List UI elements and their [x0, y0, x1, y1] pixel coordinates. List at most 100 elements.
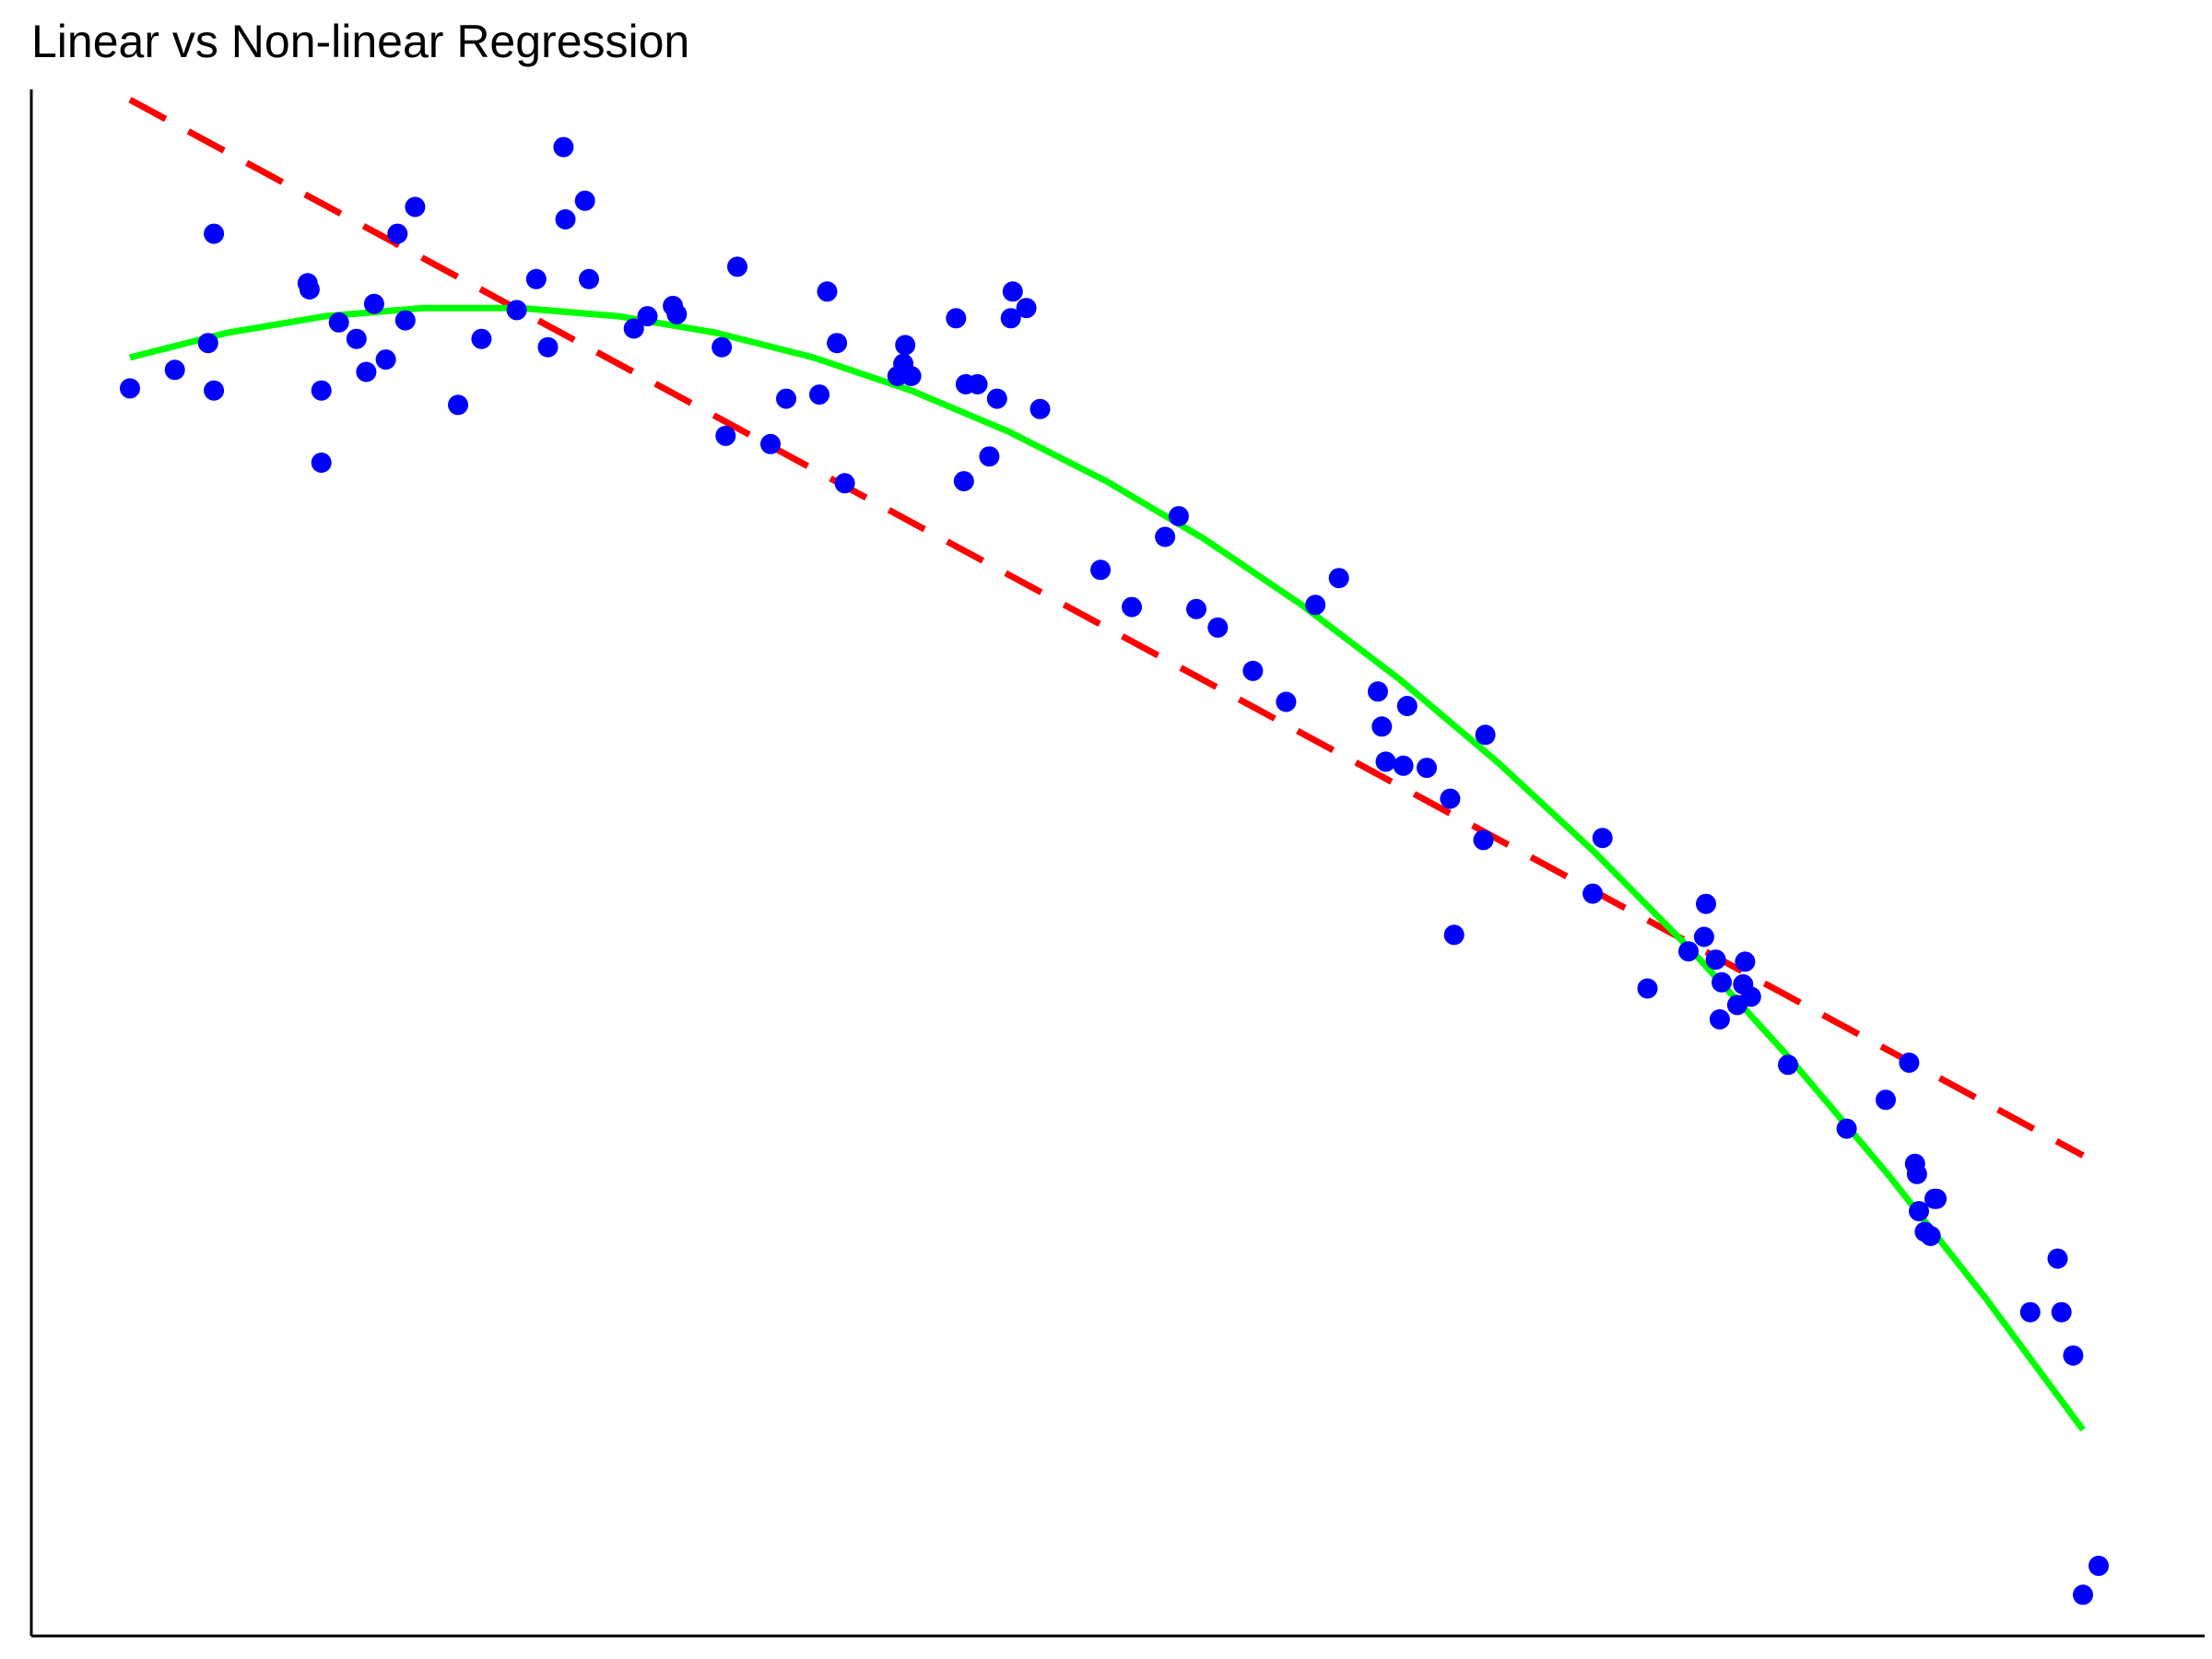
data-point	[574, 190, 595, 211]
data-point	[1368, 681, 1388, 702]
data-point	[394, 310, 416, 331]
data-point	[1371, 716, 1393, 737]
data-point	[387, 223, 408, 244]
data-point	[727, 256, 747, 277]
data-point	[817, 281, 838, 302]
data-point	[1693, 926, 1714, 947]
data-point	[1002, 281, 1023, 302]
data-point	[1207, 617, 1229, 638]
data-point	[967, 373, 988, 394]
data-point	[2019, 1301, 2041, 1323]
data-point	[579, 268, 599, 289]
data-point	[715, 425, 736, 446]
data-point	[1836, 1118, 1857, 1139]
data-point	[1328, 568, 1349, 589]
data-point	[666, 303, 688, 324]
data-point	[979, 446, 1000, 467]
data-point	[204, 223, 225, 244]
data-point	[1926, 1188, 1947, 1209]
data-point	[525, 268, 547, 289]
data-point	[506, 300, 527, 321]
data-point	[776, 388, 796, 409]
data-point	[1637, 978, 1658, 999]
data-point	[1778, 1054, 1798, 1076]
data-point	[1443, 924, 1465, 946]
data-point	[120, 378, 140, 399]
data-point	[760, 433, 781, 454]
data-point	[346, 328, 367, 349]
data-point	[164, 359, 185, 381]
data-point	[1276, 691, 1297, 712]
data-point	[311, 453, 332, 473]
data-point	[1122, 596, 1142, 618]
data-point	[1696, 893, 1716, 914]
data-point	[2047, 1248, 2068, 1269]
data-point	[448, 394, 468, 416]
data-point	[900, 366, 922, 386]
data-point	[1583, 883, 1604, 904]
data-point	[555, 209, 576, 229]
data-point	[356, 361, 377, 382]
data-point	[1375, 751, 1396, 772]
data-point	[712, 336, 733, 358]
data-point	[1709, 1009, 1730, 1030]
data-point	[1920, 1226, 1941, 1246]
data-point	[1155, 526, 1176, 547]
data-points	[120, 136, 2109, 1606]
data-point	[834, 473, 855, 494]
data-point	[953, 471, 974, 492]
data-point	[471, 328, 492, 349]
data-point	[986, 388, 1007, 409]
data-point	[1016, 298, 1037, 319]
data-point	[1906, 1163, 1927, 1184]
data-point	[827, 333, 848, 354]
data-point	[1168, 506, 1189, 527]
linear-fit-line	[128, 97, 2085, 1159]
data-point	[405, 196, 426, 218]
data-point	[946, 308, 967, 329]
data-point	[1712, 971, 1732, 993]
chart-title: Linear vs Non-linear Regression	[31, 16, 690, 67]
data-point	[623, 318, 644, 339]
data-point	[2063, 1345, 2084, 1366]
data-point	[637, 306, 658, 327]
data-point	[1475, 724, 1496, 746]
data-point	[2088, 1555, 2109, 1576]
data-point	[1473, 830, 1494, 851]
data-point	[1186, 598, 1206, 619]
nonlinear-fit-layer	[129, 304, 2086, 1432]
linear-fit-layer	[128, 97, 2085, 1159]
data-point	[375, 349, 396, 371]
data-point	[1242, 660, 1264, 681]
data-point	[1705, 949, 1726, 971]
data-point	[363, 293, 384, 314]
data-point	[328, 312, 349, 333]
data-point	[895, 335, 916, 356]
data-point	[1735, 951, 1756, 972]
data-point	[1393, 755, 1414, 776]
data-point	[1876, 1089, 1896, 1111]
data-point	[1305, 594, 1326, 616]
data-point	[1030, 398, 1051, 419]
data-point	[1899, 1053, 1920, 1073]
data-point	[1678, 941, 1699, 962]
data-point	[1417, 758, 1437, 779]
data-point	[809, 384, 830, 406]
data-point	[1000, 308, 1021, 329]
data-point	[1396, 696, 1418, 716]
data-point	[553, 136, 574, 158]
data-point	[204, 380, 225, 401]
data-point	[1440, 788, 1461, 809]
data-point	[2051, 1301, 2072, 1323]
data-point	[311, 380, 332, 401]
data-point	[1909, 1201, 1929, 1222]
nonlinear-fit-curve	[129, 304, 2086, 1432]
data-point	[1090, 559, 1112, 581]
data-point	[299, 279, 320, 300]
data-point	[2073, 1584, 2093, 1606]
data-point	[1592, 828, 1613, 849]
data-point	[197, 333, 218, 354]
data-point	[537, 336, 559, 358]
data-point	[1740, 986, 1761, 1007]
